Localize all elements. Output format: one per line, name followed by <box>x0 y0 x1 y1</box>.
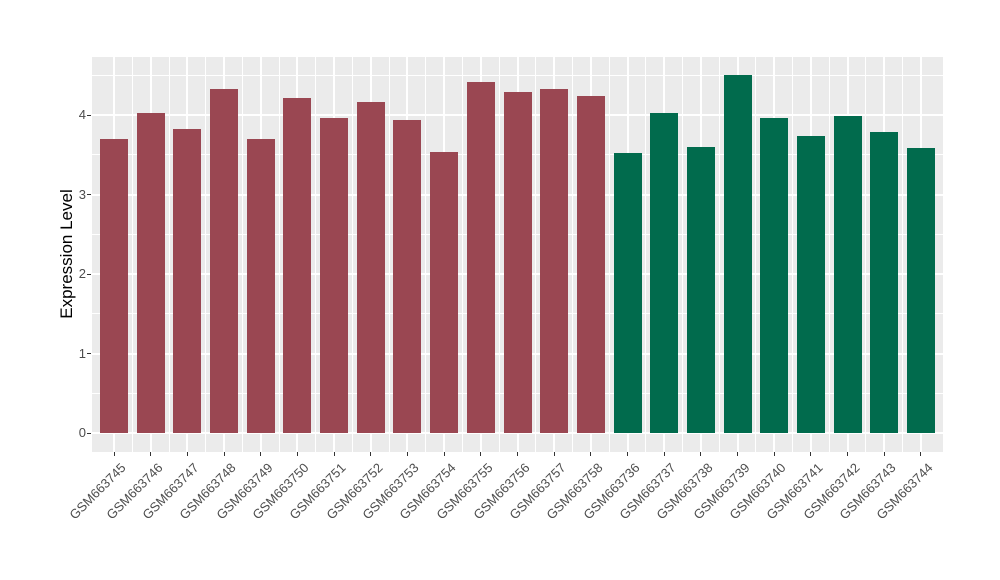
y-tick-mark <box>87 114 91 116</box>
gridline-minor-x <box>718 57 720 452</box>
y-tick-label: 0 <box>78 425 86 440</box>
gridline-minor-x <box>278 57 280 452</box>
x-tick-mark <box>590 452 592 456</box>
bar-GSM663743 <box>870 132 899 433</box>
x-tick-mark <box>296 452 298 456</box>
bar-GSM663753 <box>393 119 422 433</box>
gridline-minor-x <box>388 57 390 452</box>
y-axis-title: Expression Level <box>57 189 76 319</box>
x-tick-mark <box>663 452 665 456</box>
bar-GSM663739 <box>723 75 752 433</box>
y-tick-label: 4 <box>78 107 86 122</box>
gridline-minor-x <box>572 57 574 452</box>
plot-panel <box>92 57 943 452</box>
x-tick-mark <box>553 452 555 456</box>
x-tick-mark <box>773 452 775 456</box>
gridline-minor-x <box>425 57 427 452</box>
gridline-minor-x <box>351 57 353 452</box>
gridline-minor-x <box>241 57 243 452</box>
gridline-minor-x <box>865 57 867 452</box>
y-tick-label: 1 <box>78 345 86 361</box>
bar-GSM663745 <box>100 138 128 433</box>
x-tick-mark <box>810 452 812 456</box>
x-tick-mark <box>517 452 518 456</box>
gridline-minor-x <box>205 57 207 452</box>
y-tick-mark <box>87 194 91 195</box>
gridline-minor-x <box>828 57 830 452</box>
x-tick-mark <box>113 452 115 456</box>
bar-GSM663736 <box>613 153 642 433</box>
x-tick-mark <box>150 452 152 456</box>
gridline-minor-x <box>535 57 537 452</box>
x-tick-mark <box>920 452 922 456</box>
bar-GSM663738 <box>686 146 715 433</box>
x-tick-mark <box>406 452 408 456</box>
bar-GSM663740 <box>760 118 789 433</box>
gridline-minor-x <box>168 57 170 452</box>
gridline-minor-x <box>131 57 133 452</box>
bar-GSM663749 <box>246 138 275 433</box>
x-tick-mark <box>883 452 885 456</box>
bar-GSM663751 <box>320 118 349 433</box>
y-tick-mark <box>87 432 91 434</box>
x-tick-mark <box>333 452 335 456</box>
bar-GSM663744 <box>906 148 935 433</box>
y-tick-label: 3 <box>78 186 86 202</box>
bar-GSM663757 <box>540 88 569 433</box>
x-tick-mark <box>223 452 225 456</box>
gridline-minor-x <box>315 57 317 452</box>
bar-GSM663737 <box>650 113 679 433</box>
gridline-minor-x <box>755 57 757 452</box>
y-tick-label: 2 <box>78 266 86 281</box>
gridline-minor-x <box>498 57 500 452</box>
bar-GSM663742 <box>833 115 862 433</box>
bar-GSM663756 <box>503 91 532 433</box>
gridline-minor-x <box>902 57 904 452</box>
y-tick-mark <box>87 273 91 275</box>
y-tick-mark <box>87 353 91 354</box>
x-tick-mark <box>186 452 188 456</box>
bar-GSM663746 <box>136 112 165 433</box>
bar-GSM663754 <box>430 152 459 433</box>
bar-GSM663752 <box>356 102 385 433</box>
bar-GSM663750 <box>283 98 312 433</box>
bar-GSM663741 <box>796 136 825 433</box>
gridline-minor-x <box>682 57 684 452</box>
bar-GSM663758 <box>576 95 605 433</box>
bar-GSM663747 <box>173 129 202 433</box>
gridline-minor-x <box>461 57 463 452</box>
x-tick-mark <box>370 452 372 456</box>
x-tick-mark <box>443 452 445 456</box>
x-tick-mark <box>260 452 262 456</box>
bar-GSM663755 <box>466 81 495 433</box>
bar-GSM663748 <box>210 88 239 433</box>
x-tick-mark <box>480 452 482 456</box>
x-tick-mark <box>847 452 849 456</box>
gridline-minor-x <box>792 57 794 452</box>
x-tick-mark <box>627 452 629 456</box>
gridline-minor-x <box>608 57 610 452</box>
x-tick-mark <box>737 452 739 456</box>
x-tick-mark <box>700 452 702 456</box>
gridline-minor-x <box>645 57 647 452</box>
